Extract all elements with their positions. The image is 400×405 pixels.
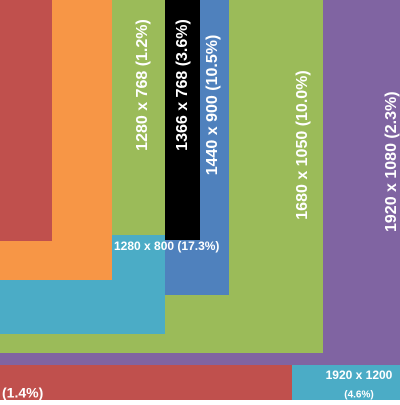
label-1280x768: 1280 x 768 (1.2%) (134, 19, 151, 151)
label-1280x800: 1280 x 800 (17.3%) (114, 239, 219, 253)
label-bottom-left: (1.4%) (2, 385, 43, 400)
label-1366x768: 1366 x 768 (3.6%) (174, 19, 191, 151)
label-1920x1200: 1920 x 1200 (326, 368, 393, 382)
label-1680x1050: 1680 x 1050 (10.0%) (294, 70, 311, 219)
label-1920x1080: 1920 x 1080 (2.3%) (383, 91, 400, 232)
area-1920x1200 (292, 365, 400, 400)
area-1366x768 (165, 0, 200, 240)
label-1920x1200-share: (4.6%) (344, 390, 373, 400)
label-1440x900: 1440 x 900 (10.5%) (204, 35, 221, 176)
area-red (0, 0, 52, 241)
area-bottom-red (0, 365, 292, 400)
